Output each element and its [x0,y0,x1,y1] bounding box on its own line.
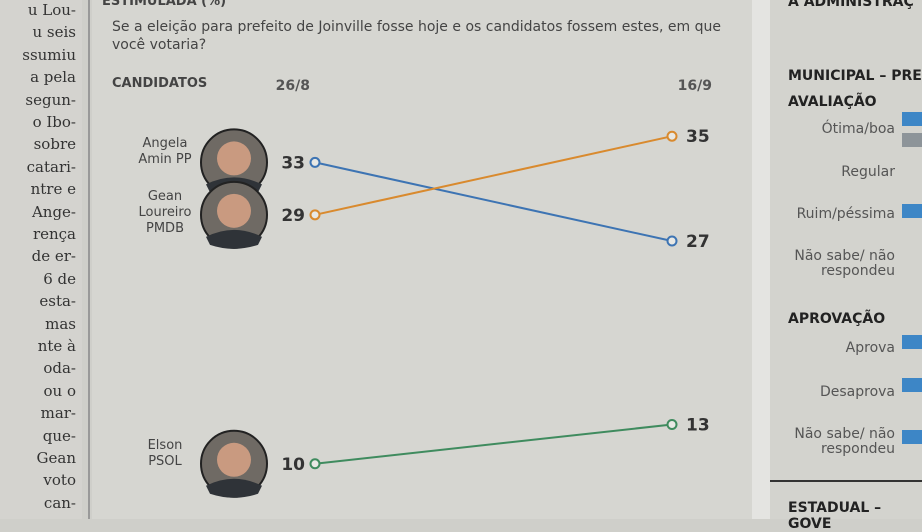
side-panel: A ADMINISTRAÇ MUNICIPAL – PRE AVALIAÇÃO … [770,0,922,532]
point [309,209,321,221]
portrait-face [217,193,251,228]
value-label: 13 [686,415,710,435]
text-line: Ange- [31,202,76,221]
text-line: segun- [25,90,76,109]
chart: 26/8 16/9 33 27 29 35 10 13 [200,78,712,498]
series-line [314,135,673,216]
value-label: 33 [281,153,305,173]
portrait-face [217,141,251,176]
item-label: Ótima/boa [821,121,895,137]
text-line: o Ibo- [32,113,76,131]
text-line: Gean [36,449,76,467]
item-label: Aprova [845,340,895,356]
group-title: APROVAÇÃO [788,311,886,327]
text-line: esta- [39,292,76,311]
portrait-body [206,229,262,249]
value-label: 29 [281,206,305,226]
text-line: a pela [30,68,76,87]
value-label: 35 [686,127,710,147]
panel-header: A ADMINISTRAÇ [788,0,914,10]
portrait-face [217,442,251,477]
point [309,458,321,470]
text-line: nte à [37,337,76,355]
item-label: Não sabe/ não respondeu [794,248,895,279]
item-label: Desaprova [819,384,895,400]
text-line: catari- [26,157,76,176]
chart-subtitle: Se a eleição para prefeito de Joinville … [112,19,721,53]
x-tick-label: 26/8 [276,78,310,94]
text-line: que- [42,426,76,445]
text-line: u Lou- [27,1,76,19]
text-line: ntre e [30,180,76,199]
text-line: can- [43,493,76,512]
item-label: Não sabe/ não respondeu [794,426,895,457]
series-name: Gean Loureiro PMDB [138,188,192,236]
text-line: 6 de [43,269,76,288]
column-rule [88,0,90,519]
series-line [314,161,673,243]
section-title: MUNICIPAL – PRE [788,68,922,84]
series-name: Angela Amin PP [138,136,192,168]
bar [902,112,922,126]
x-tick-label: 16/9 [678,78,712,94]
chart-panel: ESTIMULADA (%) Se a eleição para prefeit… [92,0,752,519]
text-line: oda- [43,359,76,378]
bar [902,133,922,147]
bar [902,335,922,349]
text-line: u seis [32,23,77,42]
gutter [752,0,770,519]
point [309,156,321,168]
text-line: mar- [40,404,76,423]
text-line: ou o [43,381,77,400]
chart-title: ESTIMULADA (%) [102,0,227,9]
series-line [314,423,673,465]
item-label: Regular [841,164,895,180]
point [666,418,678,430]
text-line: sobre [33,135,76,154]
text-line: de er- [31,247,76,266]
series-name: Elson PSOL [147,437,183,469]
item-label: Ruim/péssima [796,206,895,222]
group-title: AVALIAÇÃO [788,94,877,110]
text-line: mas [45,314,76,333]
rule [770,480,922,482]
portrait-body [206,478,262,498]
column-header: CANDIDATOS [112,76,208,91]
article-column: u Lou-u seis ssumiu a pela segun-o Ibo-sobr… [0,0,82,519]
value-label: 10 [281,455,305,475]
bar [902,378,922,392]
text-line: rença [32,225,76,243]
bar [902,204,922,218]
text-line: voto [43,471,76,490]
bar [902,430,922,444]
point [666,235,678,247]
value-label: 27 [686,232,710,252]
point [666,130,678,142]
text-line: ssumiu [22,45,76,64]
